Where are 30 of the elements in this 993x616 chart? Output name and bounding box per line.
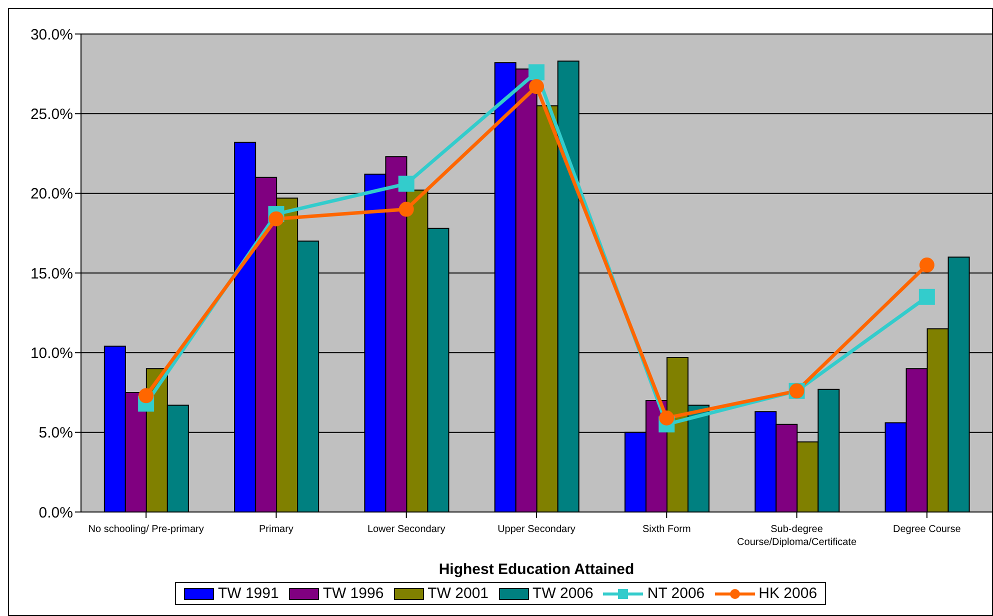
y-tick-label: 25.0% (30, 106, 73, 123)
x-tick-label: Primary (258, 524, 294, 535)
y-tick-label: 5.0% (38, 424, 73, 442)
x-tick-label: Degree Course (893, 524, 962, 535)
point (398, 176, 414, 192)
legend-label: NT 2006 (647, 585, 705, 602)
x-tick-label: No schooling/ Pre-primary (88, 524, 204, 535)
legend-label: TW 2001 (428, 585, 489, 602)
point (918, 288, 935, 305)
y-tick-label: 0.0% (38, 504, 73, 522)
legend-label: TW 2006 (532, 585, 594, 602)
y-tick-label: 30.0% (30, 26, 73, 44)
y-tick-label: 10.0% (30, 344, 73, 362)
legend-label: TW 1996 (322, 585, 384, 602)
x-tick-label: Lower Secondary (367, 524, 446, 535)
point (529, 79, 544, 94)
point (659, 410, 674, 426)
point (528, 64, 544, 80)
legend-label: HK 2006 (758, 585, 818, 602)
point (268, 211, 284, 226)
point (398, 202, 414, 217)
point (138, 388, 154, 404)
point (919, 258, 934, 273)
y-tick-label: 15.0% (30, 265, 73, 282)
x-axis-title: Highest Education Attained (438, 561, 634, 578)
x-tick-label: Sub-degree Course/Diploma/Certificate (737, 524, 857, 548)
x-tick-label: Sixth Form (642, 524, 691, 535)
y-tick-label: 20.0% (30, 186, 73, 203)
legend-label: TW 1991 (218, 585, 279, 602)
x-tick-label: Upper Secondary (498, 524, 576, 535)
